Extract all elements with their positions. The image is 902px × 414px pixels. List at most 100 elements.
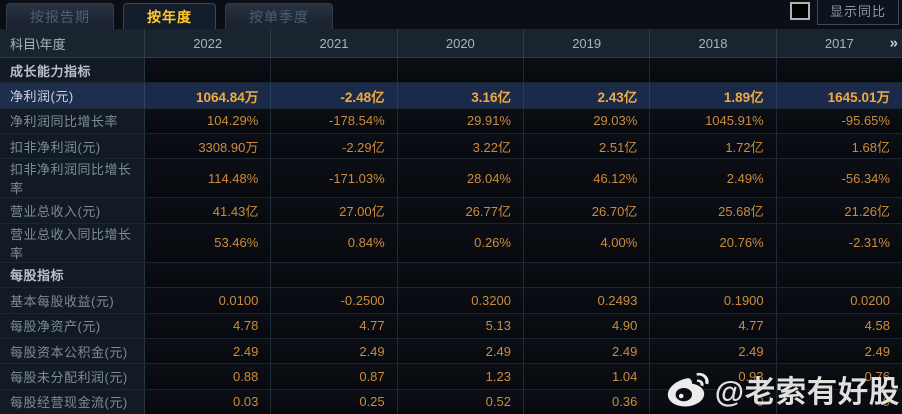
value-cell: 2.49	[397, 338, 524, 364]
value-cell: -2.48亿	[271, 83, 398, 108]
table-row[interactable]: 基本每股收益(元) 0.0100 -0.2500 0.3200 0.2493 0.1900…	[0, 288, 902, 314]
row-label: 净利润同比增长率	[0, 108, 145, 134]
value-cell: 0	[650, 389, 777, 414]
value-cell: 41.43亿	[145, 198, 272, 223]
value-cell: 3308.90万	[145, 134, 272, 159]
year-header: 2019	[524, 29, 651, 57]
value-cell: -178.54%	[271, 108, 398, 134]
value-cell: 0.0200	[776, 288, 902, 313]
value-cell: 2.51亿	[523, 134, 651, 159]
value-cell	[523, 58, 651, 83]
value-cell: 26.77亿	[397, 198, 524, 223]
tab-by-quarter[interactable]: 按单季度	[225, 3, 333, 29]
value-cell	[650, 58, 777, 83]
value-cell	[776, 58, 902, 83]
value-cell: 53.46%	[145, 223, 272, 262]
value-cell: 104.29%	[145, 108, 272, 134]
value-cell: 3.16亿	[398, 83, 524, 108]
row-label: 扣非净利润(元)	[0, 134, 145, 159]
row-label: 每股净资产(元)	[0, 313, 145, 338]
year-header: 2021	[271, 29, 398, 57]
row-label: 成长能力指标	[0, 58, 145, 83]
value-cell: 2.49	[650, 338, 777, 364]
value-cell: 0.2493	[523, 288, 651, 313]
table-row[interactable]: 每股净资产(元) 4.78 4.77 5.13 4.90 4.77 4.58	[0, 313, 902, 339]
row-label: 营业总收入同比增长率	[0, 223, 145, 262]
table-row[interactable]: 每股经营现金流(元) 0.03 0.25 0.52 0.36 0 9	[0, 389, 902, 414]
value-cell	[271, 58, 398, 83]
value-cell	[650, 262, 777, 288]
table-row[interactable]: 每股未分配利润(元) 0.88 0.87 1.23 1.04 0.93 0.76	[0, 364, 902, 390]
value-cell: 4.78	[145, 313, 272, 338]
value-cell	[397, 262, 524, 288]
value-cell: 4.00%	[523, 223, 651, 262]
row-label: 每股经营现金流(元)	[0, 389, 145, 414]
value-cell	[145, 58, 272, 83]
value-cell: -56.34%	[776, 159, 902, 198]
value-cell: 1064.84万	[145, 83, 272, 108]
tab-by-report-period[interactable]: 按报告期	[6, 3, 114, 29]
yoy-controls: 显示同比	[789, 0, 902, 29]
value-cell: 5.13	[397, 313, 524, 338]
table-row[interactable]: 净利润同比增长率 104.29% -178.54% 29.91% 29.03% 1045.…	[0, 108, 902, 135]
value-cell: 1.89亿	[650, 83, 777, 108]
value-cell: 25.68亿	[650, 198, 777, 223]
value-cell: 3.22亿	[397, 134, 524, 159]
value-cell: 0.0100	[145, 288, 272, 313]
value-cell: 1645.01万	[827, 89, 890, 105]
value-cell: 2.49	[776, 338, 902, 364]
value-cell: -2.29亿	[271, 134, 398, 159]
row-label: 扣非净利润同比增长率	[0, 159, 145, 198]
more-years-icon[interactable]: »	[889, 34, 898, 52]
show-yoy-checkbox[interactable]	[789, 2, 810, 20]
year-header: 2022	[145, 29, 272, 57]
table-row[interactable]: 扣非净利润(元) 3308.90万 -2.29亿 3.22亿 2.51亿 1.72亿 1.6…	[0, 134, 902, 160]
value-cell: 2.49	[523, 338, 651, 364]
tab-by-year[interactable]: 按年度	[123, 3, 216, 29]
value-cell: 0.26%	[397, 223, 524, 262]
show-yoy-label[interactable]: 显示同比	[816, 0, 899, 25]
value-cell: -0.2500	[271, 288, 398, 313]
table-row[interactable]: 每股资本公积金(元) 2.49 2.49 2.49 2.49 2.49 2.49	[0, 338, 902, 365]
value-cell: 1045.91%	[650, 108, 777, 134]
value-cell: 0.25	[271, 389, 398, 414]
value-cell: 0.03	[145, 389, 272, 414]
row-label: 每股未分配利润(元)	[0, 364, 145, 389]
value-cell: 1.72亿	[650, 134, 777, 159]
value-cell	[523, 262, 651, 288]
table-row[interactable]: 扣非净利润同比增长率 114.48% -171.03% 28.04% 46.12% 2.4…	[0, 159, 902, 199]
value-cell: 4.77	[650, 313, 777, 338]
row-label: 基本每股收益(元)	[0, 288, 145, 313]
value-cell: 1.04	[523, 364, 651, 389]
table-row[interactable]: 净利润(元) 1064.84万 -2.48亿 3.16亿 2.43亿 1.89亿 1645.…	[0, 83, 902, 109]
value-cell: -2.31%	[776, 223, 902, 262]
value-cell: 28.04%	[397, 159, 524, 198]
financial-table: 科目\年度 2022 2021 2020 2019 2018 2017» 成长能力指标 净利…	[0, 29, 902, 414]
value-cell: 1.23	[397, 364, 524, 389]
value-cell: 2.43亿	[524, 83, 651, 108]
value-cell: -95.65%	[776, 108, 902, 134]
value-cell: 0.84%	[271, 223, 398, 262]
value-cell: 114.48%	[145, 159, 272, 198]
value-cell	[145, 262, 272, 288]
corner-header: 科目\年度	[0, 29, 145, 57]
value-cell: 0.52	[397, 389, 524, 414]
value-cell: 0.3200	[397, 288, 524, 313]
value-cell: 0.93	[650, 364, 777, 389]
value-cell: 0.88	[145, 364, 272, 389]
table-row: 每股指标	[0, 262, 902, 289]
value-cell: 0.36	[523, 389, 651, 414]
value-cell: 1.68亿	[776, 134, 902, 159]
table-row[interactable]: 营业总收入同比增长率 53.46% 0.84% 0.26% 4.00% 20.76% -2.…	[0, 223, 902, 263]
value-cell: 0.1900	[650, 288, 777, 313]
value-cell: 29.91%	[397, 108, 524, 134]
value-cell: 4.58	[776, 313, 902, 338]
row-label: 净利润(元)	[0, 83, 145, 108]
value-cell: 4.77	[271, 313, 398, 338]
year-header: 2020	[398, 29, 524, 57]
table-row[interactable]: 营业总收入(元) 41.43亿 27.00亿 26.77亿 26.70亿 25.68亿 21…	[0, 198, 902, 224]
value-cell: 27.00亿	[271, 198, 398, 223]
value-cell: 46.12%	[523, 159, 651, 198]
value-cell: 2.49%	[650, 159, 777, 198]
value-cell	[776, 262, 902, 288]
